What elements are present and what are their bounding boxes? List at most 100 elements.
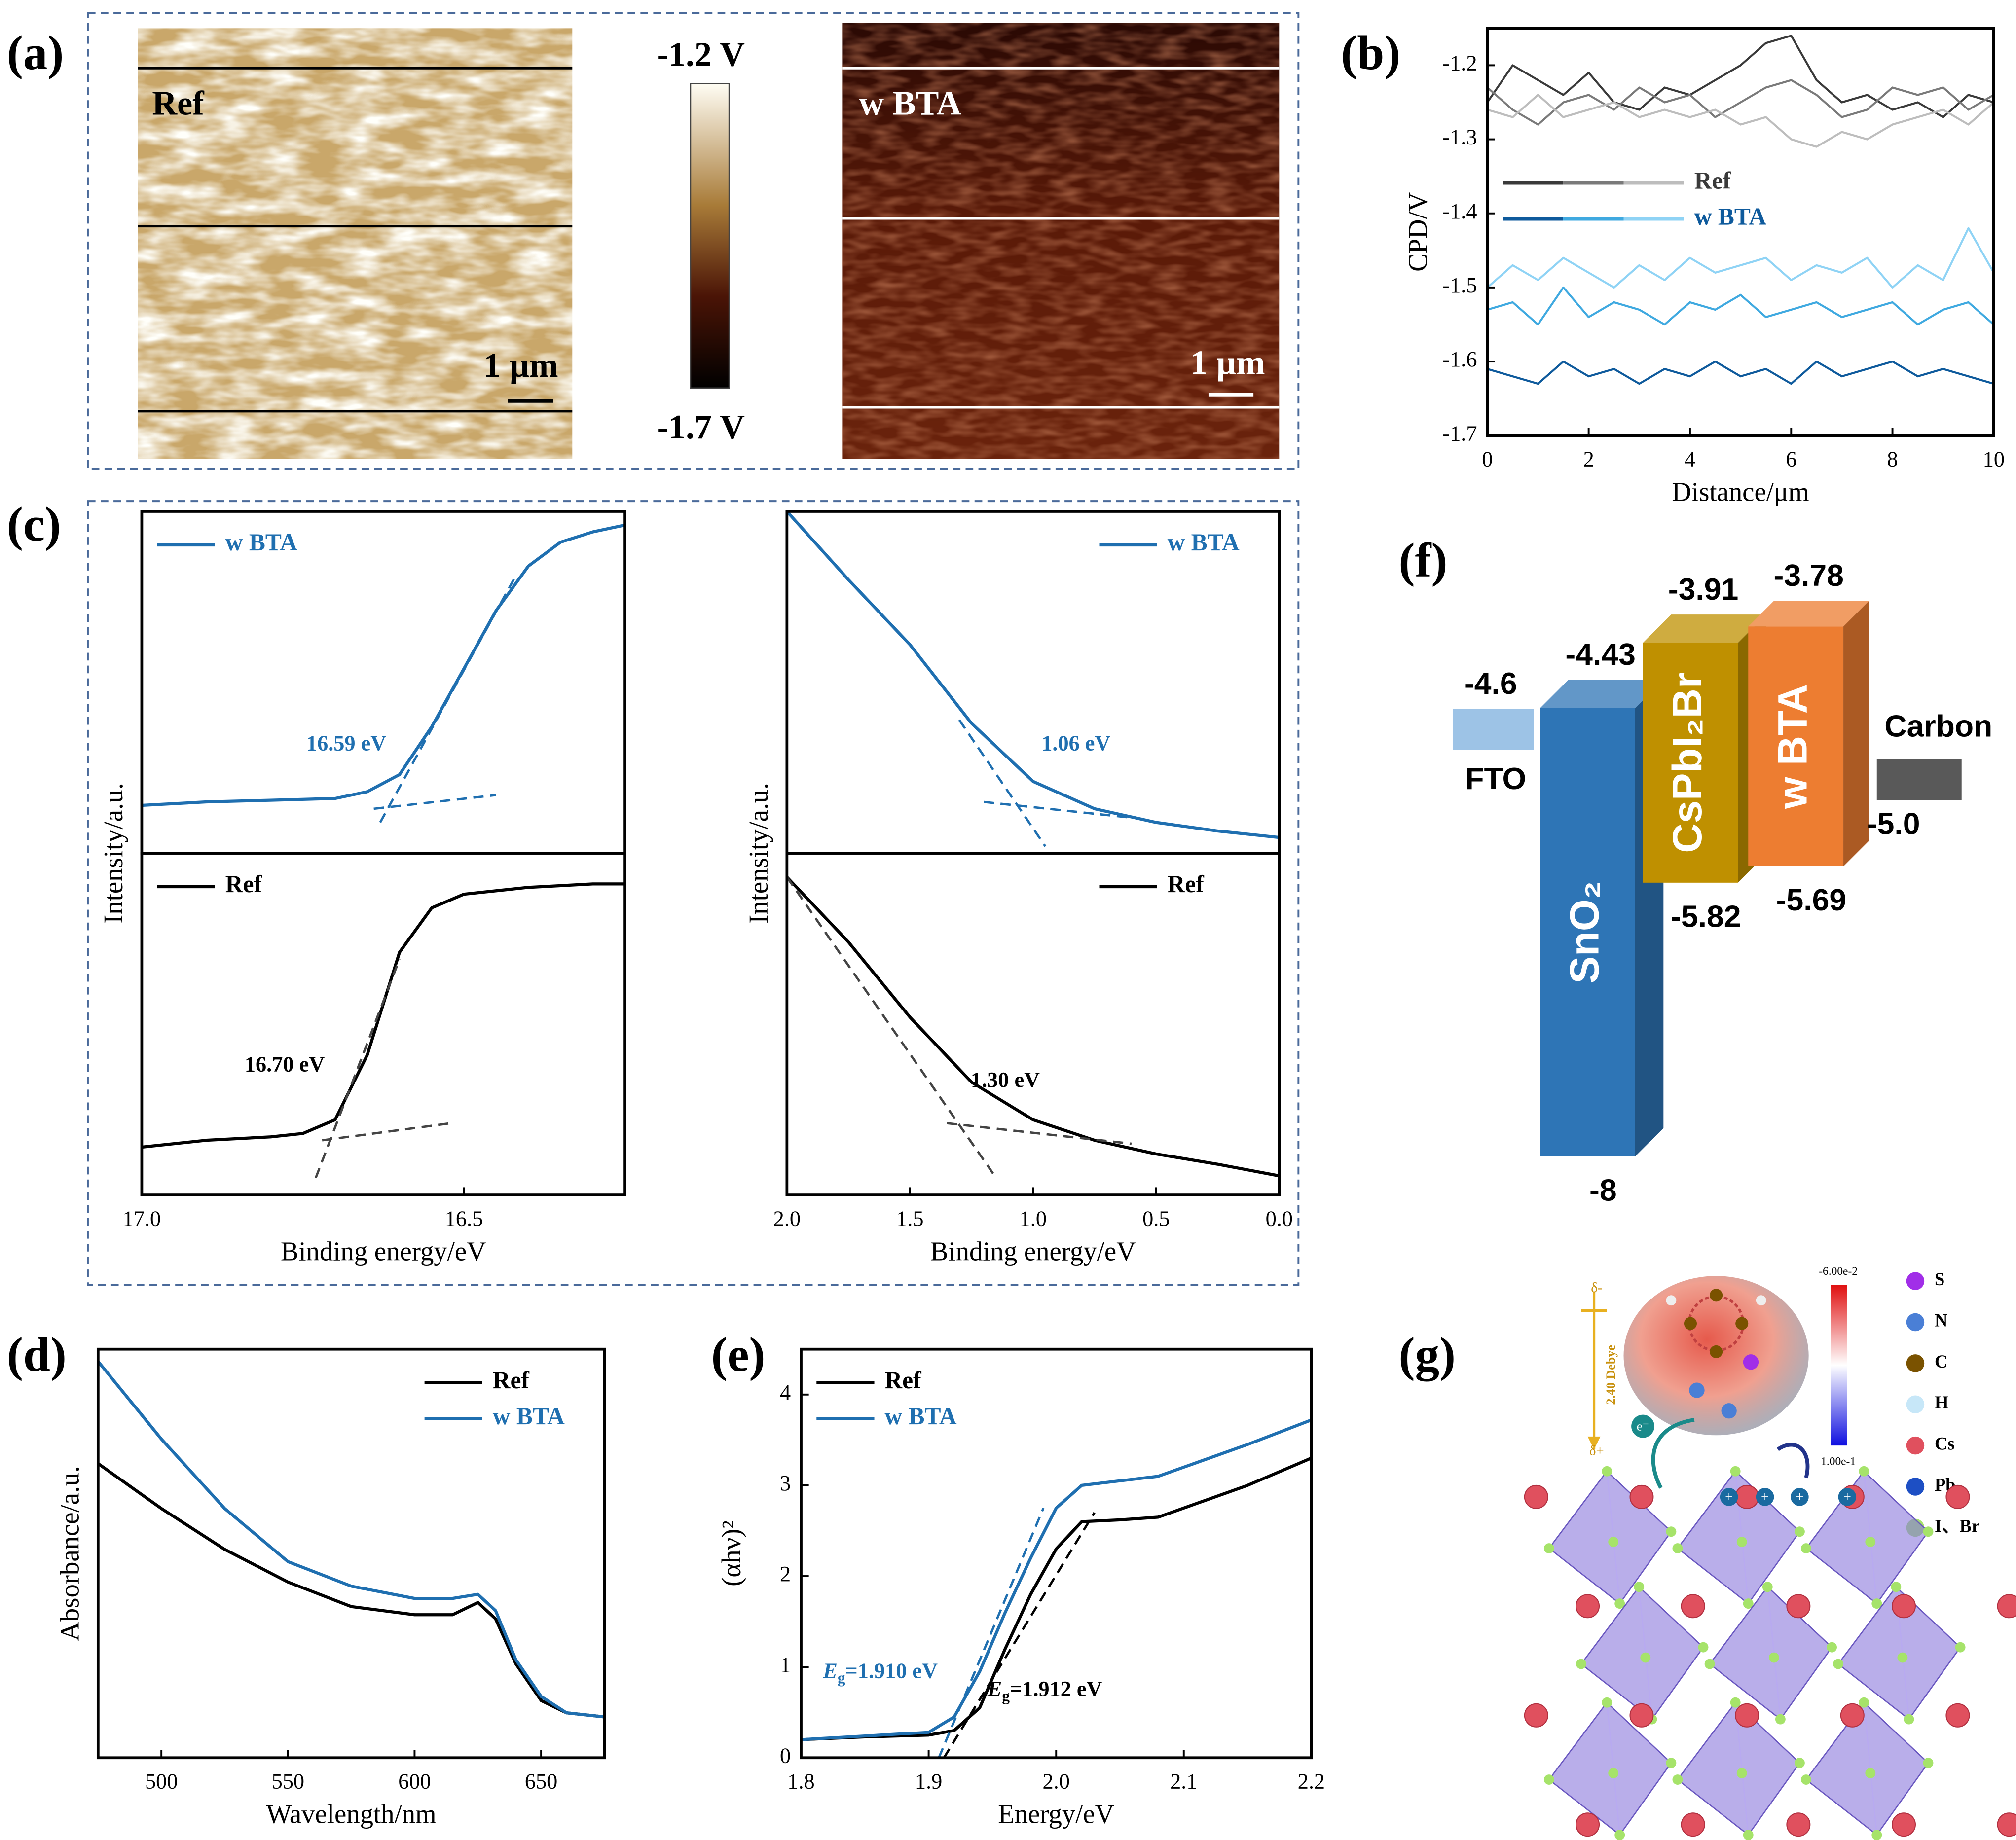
atom-legend-label: C (1935, 1352, 1947, 1371)
plot-frame (785, 852, 1281, 1196)
cs-atom (1892, 1812, 1916, 1837)
colorbar-max: -1.2 V (657, 35, 745, 73)
data-line (801, 1418, 1312, 1741)
halide-atom (1576, 1659, 1586, 1669)
level-value: -3.78 (1773, 558, 1844, 593)
panel-label: (b) (1341, 26, 1400, 80)
level-value: -4.43 (1565, 637, 1636, 672)
box-side-shade (1843, 601, 1869, 866)
cs-atom (1840, 1703, 1865, 1728)
box-top-face (1643, 614, 1766, 643)
data-line (1487, 286, 1995, 326)
legend-label: w BTA (1168, 529, 1240, 556)
halide-atom (1698, 1642, 1709, 1653)
y-tick-label: -1.4 (1442, 199, 1477, 223)
atom-legend-label: I、Br (1935, 1516, 1979, 1536)
octahedron (1548, 1470, 1672, 1605)
halide-atom (1801, 1774, 1811, 1785)
charge-label: + (1725, 1489, 1733, 1505)
x-tick-label: 10 (1983, 447, 2005, 471)
cs-atom (1576, 1594, 1600, 1619)
y-tick-label: -1.5 (1442, 273, 1477, 297)
box-top-face (1540, 680, 1664, 708)
transfer-arrow (1651, 1418, 1695, 1489)
level-value: -8 (1589, 1173, 1617, 1207)
data-line (1486, 79, 1994, 126)
y-tick-label: 2 (780, 1562, 791, 1586)
level-name: Carbon (1884, 709, 1992, 743)
level-name: SnO₂ (1562, 881, 1608, 983)
halide-atom (1736, 1537, 1747, 1547)
scale-label: 1 μm (1190, 344, 1265, 382)
atom-legend-dot (1906, 1354, 1925, 1372)
atom-legend-dot (1906, 1272, 1925, 1290)
atom (1666, 1295, 1677, 1306)
x-tick-label: 8 (1887, 447, 1898, 471)
cs-atom (1892, 1594, 1916, 1619)
x-tick-label: 0.0 (1266, 1206, 1293, 1230)
panel-box (87, 500, 1300, 1286)
charge-label: + (1796, 1489, 1803, 1505)
legend-label: w BTA (225, 529, 297, 556)
esp-colorbar (1830, 1285, 1847, 1446)
x-tick-label: 1.5 (896, 1206, 923, 1230)
annotation: 1.06 eV (1041, 731, 1110, 755)
data-line (786, 876, 1280, 1178)
x-axis-label: Distance/μm (1672, 477, 1809, 507)
cs-atom (1735, 1484, 1759, 1509)
charge-dot (1791, 1488, 1809, 1506)
cs-atom (1576, 1812, 1600, 1837)
data-line (1487, 94, 1995, 148)
panel-label: (e) (711, 1328, 766, 1381)
halide-atom (1602, 1697, 1613, 1708)
charge-label: + (1843, 1489, 1851, 1505)
y-tick-label: -1.7 (1442, 421, 1477, 445)
annotation-text: =1.912 eV (1010, 1677, 1102, 1701)
data-line (142, 523, 625, 807)
delta-label: δ+ (1589, 1443, 1604, 1459)
plot-frame (96, 1347, 606, 1760)
halide-atom (1897, 1652, 1908, 1663)
annotation: Eg=1.910 eV (822, 1659, 938, 1686)
tangent-line (943, 1512, 1096, 1759)
annotation: 16.70 eV (245, 1052, 325, 1077)
halide-atom (1833, 1659, 1844, 1669)
atom (1710, 1345, 1723, 1358)
tangent-line (786, 876, 997, 1179)
atom (1684, 1317, 1697, 1330)
panel-label: (d) (7, 1328, 67, 1381)
x-tick-label: 16.5 (445, 1206, 483, 1230)
y-tick-label: -1.3 (1442, 125, 1477, 149)
halide-atom (1865, 1768, 1876, 1778)
box-top-face (1748, 601, 1869, 627)
halide-atom (1602, 1466, 1613, 1477)
y-tick-label: 0 (780, 1743, 791, 1768)
halide-atom (1614, 1598, 1625, 1609)
annotation-text: =1.910 eV (845, 1659, 938, 1683)
charge-dot (1838, 1488, 1857, 1506)
halide-atom (1904, 1714, 1914, 1725)
legend-label: Ref (493, 1367, 530, 1394)
halide-atom (1704, 1659, 1715, 1669)
legend-label: Ref (1694, 167, 1731, 194)
y-tick-label: 4 (780, 1380, 791, 1405)
level-value: -3.91 (1668, 572, 1739, 607)
atom (1689, 1382, 1705, 1398)
halide-atom (1775, 1714, 1786, 1725)
halide-atom (1672, 1543, 1683, 1553)
data-line (1486, 35, 1994, 118)
annotation-symbol: E (822, 1659, 838, 1683)
y-axis-label: Intensity/a.u. (743, 783, 773, 924)
halide-atom (1865, 1537, 1876, 1547)
halide-atom (1859, 1466, 1869, 1477)
cs-atom (1945, 1703, 1970, 1728)
level-bar (1876, 759, 1962, 800)
data-line (1487, 360, 1994, 385)
x-tick-label: 6 (1786, 447, 1796, 471)
x-tick-label: 0.5 (1142, 1206, 1170, 1230)
level-value: -4.6 (1464, 666, 1517, 701)
annotation-symbol: E (987, 1677, 1002, 1701)
esp-min: 1.00e-1 (1821, 1455, 1856, 1468)
cs-atom (1681, 1812, 1705, 1837)
